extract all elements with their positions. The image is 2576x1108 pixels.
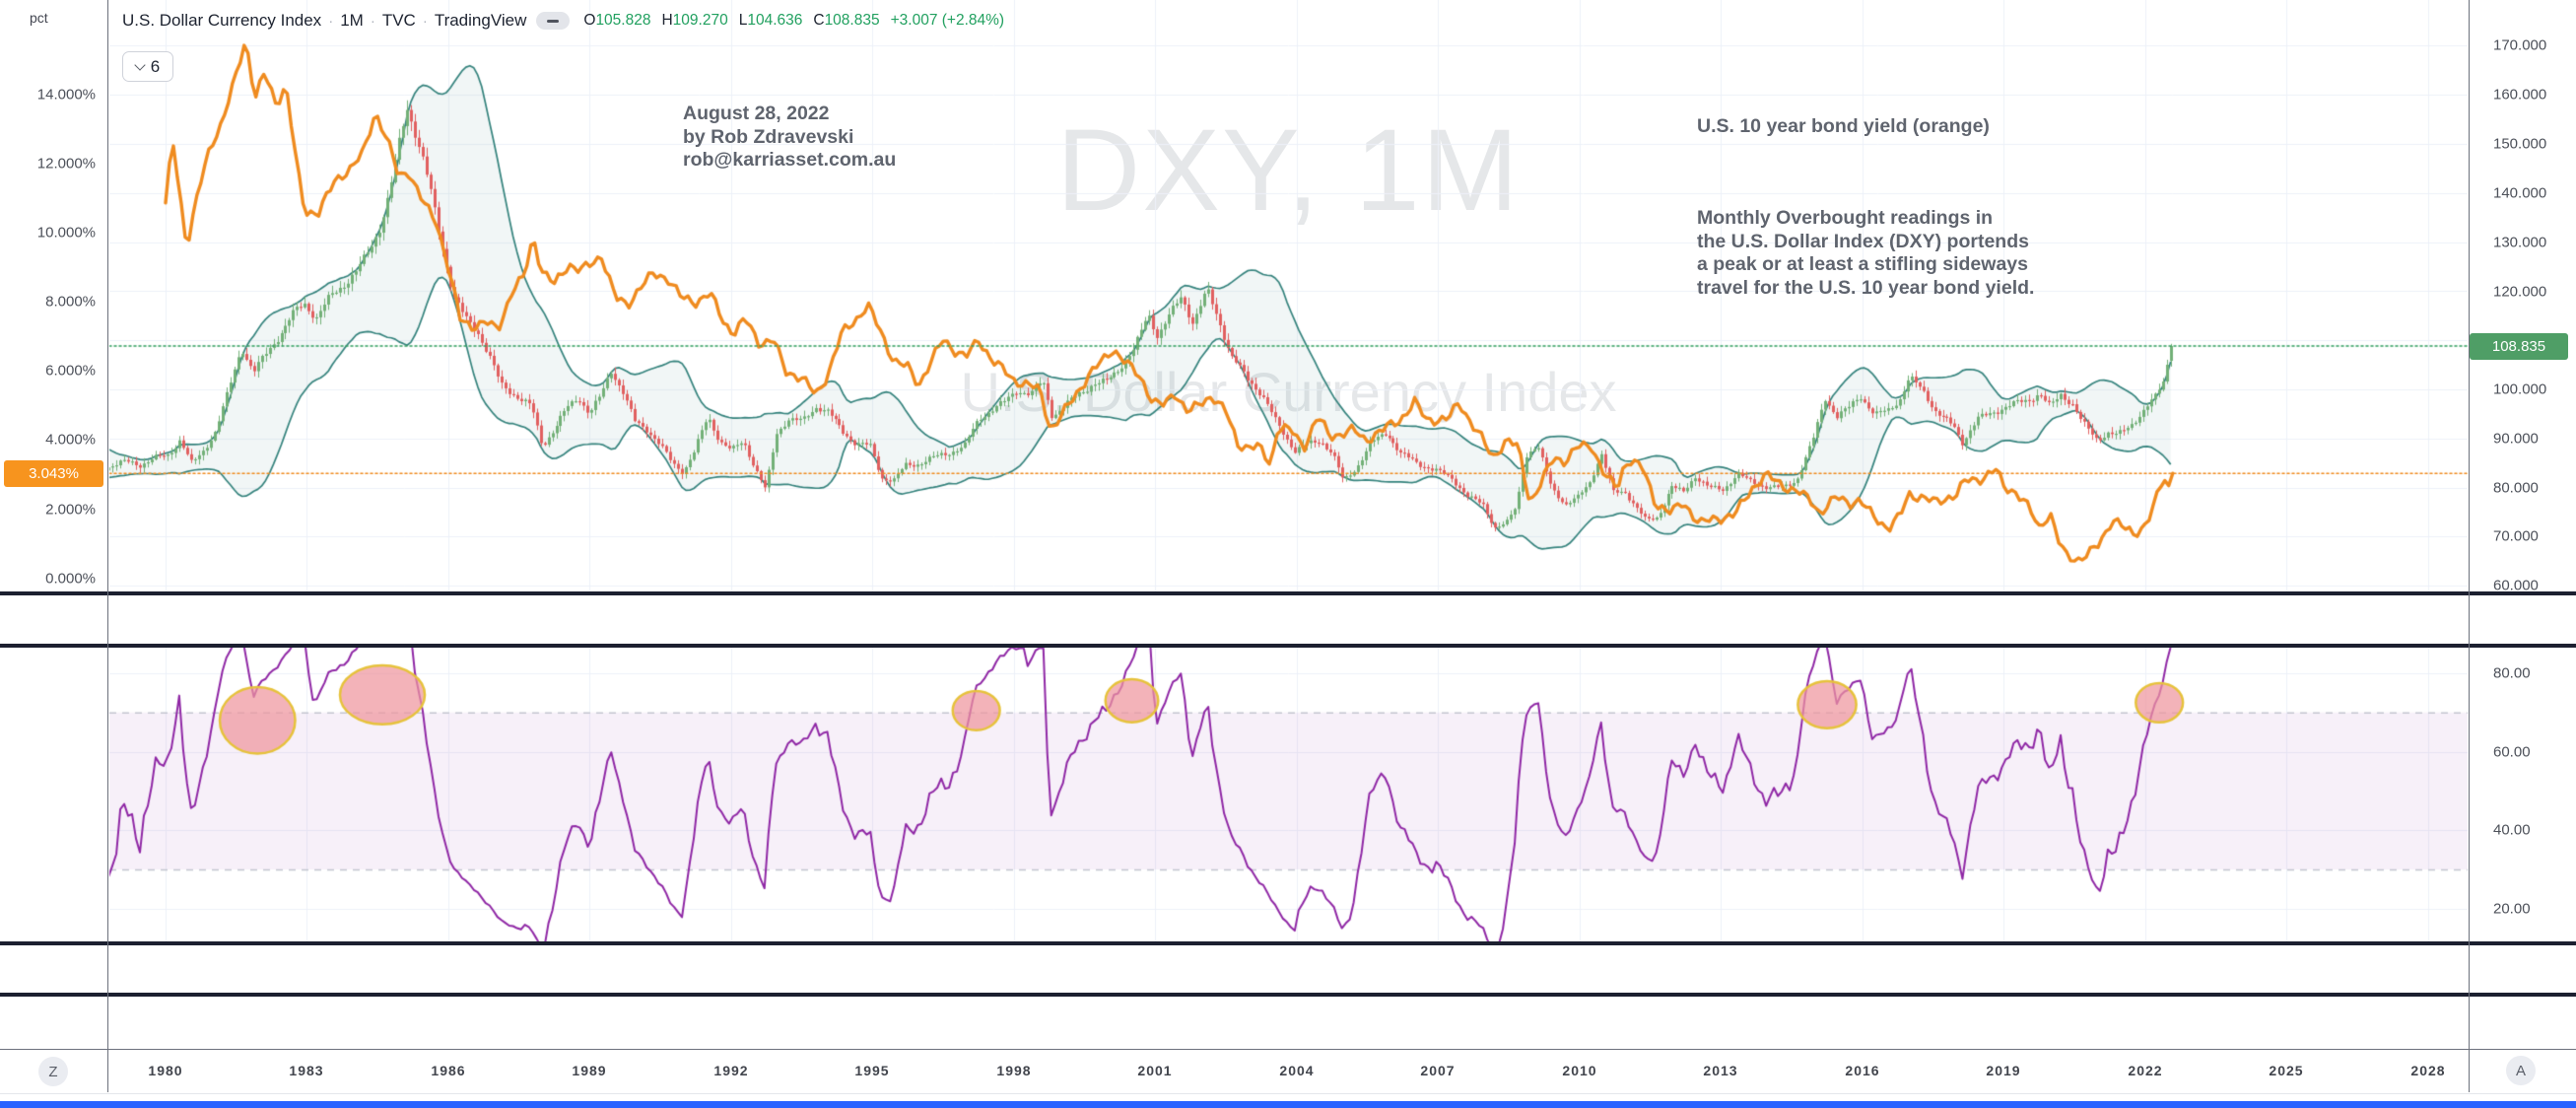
yield-last-value-badge: 3.043%	[4, 460, 103, 487]
annotation-line: a peak or at least a stifling sideways	[1697, 253, 2028, 275]
pct-axis-tick: 4.000%	[45, 431, 96, 449]
price-last-value-badge: 108.835	[2470, 333, 2568, 360]
year-label: 2025	[2269, 1063, 2304, 1078]
pane-separator[interactable]	[0, 591, 2576, 595]
year-label: 2022	[2128, 1063, 2163, 1078]
close-value: 108.835	[824, 12, 880, 29]
rsi-axis-tick: 80.00	[2493, 664, 2531, 682]
annotation-line: the U.S. Dollar Index (DXY) portends	[1697, 230, 2029, 252]
rsi-axis-tick: 60.00	[2493, 743, 2531, 761]
legend-separator: ·	[370, 12, 375, 30]
year-label: 2001	[1137, 1063, 1173, 1078]
price-axis-tick: 150.000	[2493, 135, 2547, 153]
price-axis-tick: 130.000	[2493, 234, 2547, 251]
ohlc-values: O 105.828 H 109.270 L 104.636 C 108.835 +3.0…	[583, 12, 1005, 29]
right-axis-border	[2469, 0, 2470, 1092]
left-axis-unit-label[interactable]: pct	[30, 10, 48, 26]
low-value: 104.636	[747, 12, 803, 29]
year-label: 1992	[713, 1063, 749, 1078]
annotation-overbought-note[interactable]: Monthly Overbought readings in the U.S. …	[1697, 207, 2034, 300]
legend-exchange[interactable]: TVC	[381, 11, 416, 30]
open-value: 105.828	[595, 12, 651, 29]
year-label: 1983	[289, 1063, 324, 1078]
legend-flag-pill-icon[interactable]	[536, 12, 571, 30]
price-axis-tick: 100.000	[2493, 381, 2547, 398]
price-axis-tick: 140.000	[2493, 184, 2547, 202]
year-label: 1998	[996, 1063, 1032, 1078]
year-label: 2007	[1420, 1063, 1456, 1078]
pct-axis-tick: 12.000%	[36, 155, 96, 173]
year-label: 2013	[1703, 1063, 1738, 1078]
pct-axis-tick: 0.000%	[45, 570, 96, 588]
right-price-axis[interactable]: 170.000 160.000 150.000 140.000 130.000 120.0…	[2469, 0, 2576, 1049]
price-axis-tick: 60.000	[2493, 577, 2539, 594]
year-label: 1995	[854, 1063, 890, 1078]
price-axis-tick: 170.000	[2493, 36, 2547, 54]
pct-axis-tick: 10.000%	[36, 224, 96, 242]
pct-axis-tick: 6.000%	[45, 362, 96, 380]
legend-separator: ·	[328, 12, 334, 30]
pct-axis-tick: 8.000%	[45, 293, 96, 311]
change-value: +3.007 (+2.84%)	[890, 12, 1005, 29]
auto-scale-button[interactable]: A	[2506, 1056, 2536, 1085]
time-axis[interactable]: 1980 1983 1986 1989 1992 1995 1998 2001 2004 2007…	[0, 1049, 2576, 1094]
indicator-count: 6	[150, 56, 161, 76]
annotation-date-author[interactable]: August 28, 2022 by Rob Zdravevski rob@ka…	[683, 103, 896, 173]
year-label: 1986	[431, 1063, 466, 1078]
high-value: 109.270	[672, 12, 728, 29]
annotation-line: August 28, 2022	[683, 103, 830, 124]
legend-separator: ·	[422, 12, 428, 30]
pane-separator[interactable]	[0, 941, 2576, 945]
legend-symbol-title[interactable]: U.S. Dollar Currency Index	[122, 11, 322, 30]
pct-axis-tick: 14.000%	[36, 86, 96, 104]
indicator-count-button[interactable]: 6	[122, 51, 173, 82]
year-label: 2010	[1562, 1063, 1597, 1078]
rsi-axis-tick: 20.00	[2493, 900, 2531, 918]
chevron-down-icon	[134, 58, 146, 71]
chart-legend: U.S. Dollar Currency Index · 1M · TVC · …	[122, 8, 1004, 34]
timezone-button[interactable]: Z	[38, 1057, 68, 1086]
rsi-axis-tick: 40.00	[2493, 821, 2531, 839]
year-label: 2028	[2410, 1063, 2446, 1078]
pane-separator[interactable]	[0, 993, 2576, 997]
price-axis-tick: 160.000	[2493, 86, 2547, 104]
left-axis-border	[107, 0, 108, 1092]
annotation-line: travel for the U.S. 10 year bond yield.	[1697, 276, 2035, 299]
year-label: 2004	[1279, 1063, 1315, 1078]
pane-separator[interactable]	[0, 644, 2576, 648]
annotation-line: by Rob Zdravevski	[683, 125, 854, 148]
year-label: 2019	[1986, 1063, 2021, 1078]
bottom-loading-bar	[0, 1101, 2576, 1108]
price-axis-tick: 120.000	[2493, 283, 2547, 301]
year-label: 2016	[1845, 1063, 1880, 1078]
annotation-line: Monthly Overbought readings in	[1697, 207, 1994, 229]
annotation-yield-label[interactable]: U.S. 10 year bond yield (orange)	[1697, 115, 1990, 139]
year-label: 1980	[148, 1063, 183, 1078]
price-axis-tick: 80.000	[2493, 479, 2539, 497]
left-price-axis[interactable]: 14.000% 12.000% 10.000% 8.000% 6.000% 4.000% 2…	[0, 0, 107, 1049]
legend-provider[interactable]: TradingView	[434, 11, 527, 30]
legend-interval[interactable]: 1M	[340, 11, 364, 30]
price-axis-tick: 70.000	[2493, 527, 2539, 545]
annotation-line: rob@karriasset.com.au	[683, 149, 897, 171]
year-label: 1989	[572, 1063, 607, 1078]
price-axis-tick: 90.000	[2493, 430, 2539, 448]
annotation-line: U.S. 10 year bond yield (orange)	[1697, 115, 1990, 137]
pct-axis-tick: 2.000%	[45, 501, 96, 519]
